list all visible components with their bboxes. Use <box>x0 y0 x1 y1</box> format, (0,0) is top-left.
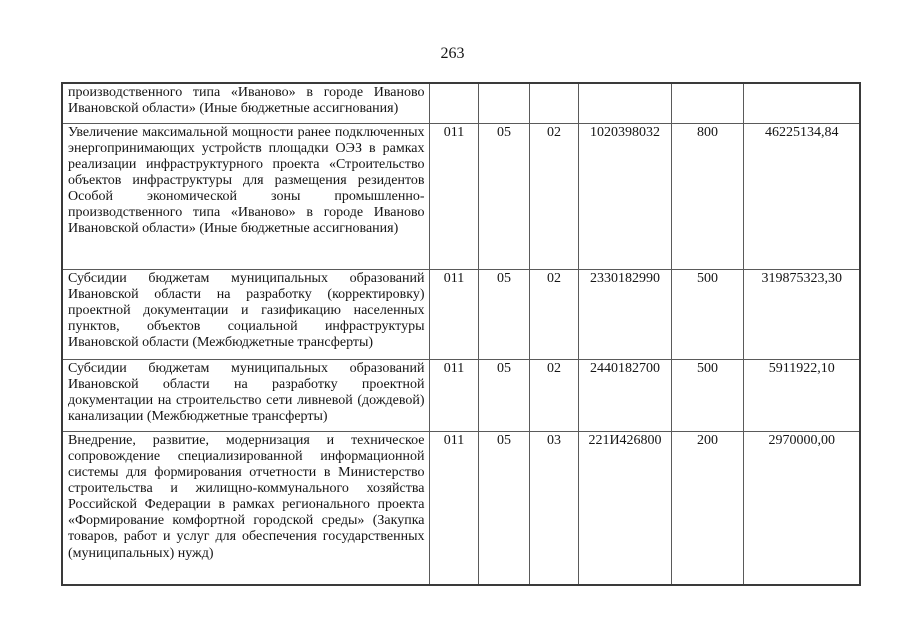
cell-grbs-code: 011 <box>428 268 479 360</box>
table-row: Увеличение максимальной мощности ранее п… <box>61 122 861 270</box>
cell-expense-type-code: 200 <box>670 430 744 586</box>
cell-section-code: 05 <box>477 122 530 270</box>
cell-description: Субсидии бюджетам муниципальных образова… <box>61 268 430 360</box>
cell-amount: 5911922,10 <box>742 358 861 432</box>
cell-description: Субсидии бюджетам муниципальных образова… <box>61 358 430 432</box>
table-row: Субсидии бюджетам муниципальных образова… <box>61 268 861 360</box>
cell-subsection-code: 02 <box>528 268 579 360</box>
table-row: Субсидии бюджетам муниципальных образова… <box>61 358 861 432</box>
cell-description: производственного типа «Иваново» в город… <box>61 82 430 124</box>
table-row: Внедрение, развитие, модернизация и техн… <box>61 430 861 586</box>
cell-grbs-code <box>428 82 479 124</box>
cell-grbs-code: 011 <box>428 430 479 586</box>
cell-section-code: 05 <box>477 430 530 586</box>
cell-subsection-code: 02 <box>528 122 579 270</box>
cell-subsection-code: 02 <box>528 358 579 432</box>
cell-amount: 2970000,00 <box>742 430 861 586</box>
cell-expense-type-code: 500 <box>670 358 744 432</box>
cell-section-code: 05 <box>477 358 530 432</box>
cell-expense-type-code: 800 <box>670 122 744 270</box>
cell-target-article-code: 2330182990 <box>577 268 672 360</box>
cell-grbs-code: 011 <box>428 122 479 270</box>
table-row: производственного типа «Иваново» в город… <box>61 82 861 124</box>
cell-description: Внедрение, развитие, модернизация и техн… <box>61 430 430 586</box>
cell-target-article-code: 2440182700 <box>577 358 672 432</box>
cell-grbs-code: 011 <box>428 358 479 432</box>
cell-subsection-code: 03 <box>528 430 579 586</box>
cell-description: Увеличение максимальной мощности ранее п… <box>61 122 430 270</box>
page-number: 263 <box>440 45 465 62</box>
cell-amount: 319875323,30 <box>742 268 861 360</box>
cell-expense-type-code <box>670 82 744 124</box>
cell-target-article-code <box>577 82 672 124</box>
cell-section-code <box>477 82 530 124</box>
cell-subsection-code <box>528 82 579 124</box>
cell-amount <box>742 82 861 124</box>
cell-target-article-code: 221И426800 <box>577 430 672 586</box>
cell-amount: 46225134,84 <box>742 122 861 270</box>
cell-expense-type-code: 500 <box>670 268 744 360</box>
budget-expenditure-table: производственного типа «Иваново» в город… <box>61 82 861 586</box>
cell-section-code: 05 <box>477 268 530 360</box>
cell-target-article-code: 1020398032 <box>577 122 672 270</box>
